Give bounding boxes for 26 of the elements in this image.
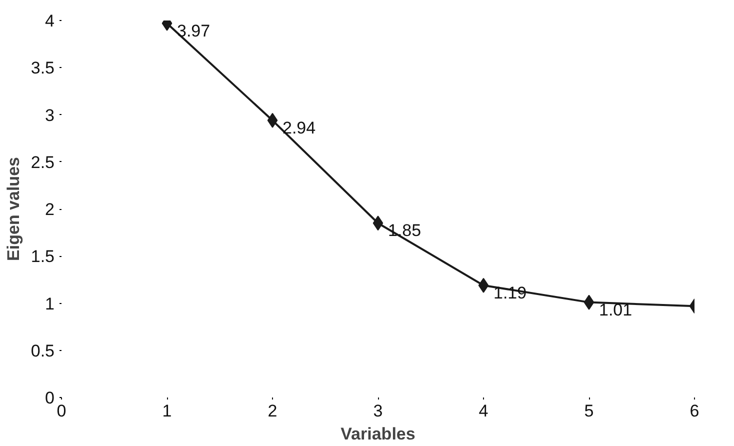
y-axis-title: Eigen values: [4, 157, 23, 261]
data-label: 1.01: [599, 300, 632, 320]
x-tick-label: 4: [478, 402, 488, 420]
y-tick-label: 3: [45, 106, 55, 125]
x-axis-title: Variables: [340, 424, 416, 444]
y-tick-label: 0.5: [30, 341, 55, 360]
point: [478, 278, 489, 293]
y-tick-label: 4: [45, 12, 55, 30]
y-tick-label: 0: [45, 388, 55, 408]
x-tick-label: 2: [268, 402, 278, 420]
y-tick-label: 2: [45, 200, 55, 219]
point: [584, 294, 594, 310]
x-tick-label: 1: [162, 402, 172, 420]
x-tick-label: 5: [584, 402, 594, 420]
data-label: 3.97: [177, 21, 210, 40]
point: [267, 112, 278, 128]
data-label: 1.85: [388, 221, 422, 240]
data-label: 2.94: [282, 118, 316, 138]
y-tick-label: 1: [45, 294, 55, 314]
y-tick-label: 3.5: [30, 58, 55, 78]
point: [372, 216, 384, 231]
y-tick-label: 1.5: [30, 247, 55, 266]
y-tick-label: 2.5: [30, 152, 55, 172]
x-tick-label: 0: [56, 402, 66, 420]
x-tick-label: 6: [690, 402, 700, 420]
x-tick-label: 3: [373, 402, 383, 420]
